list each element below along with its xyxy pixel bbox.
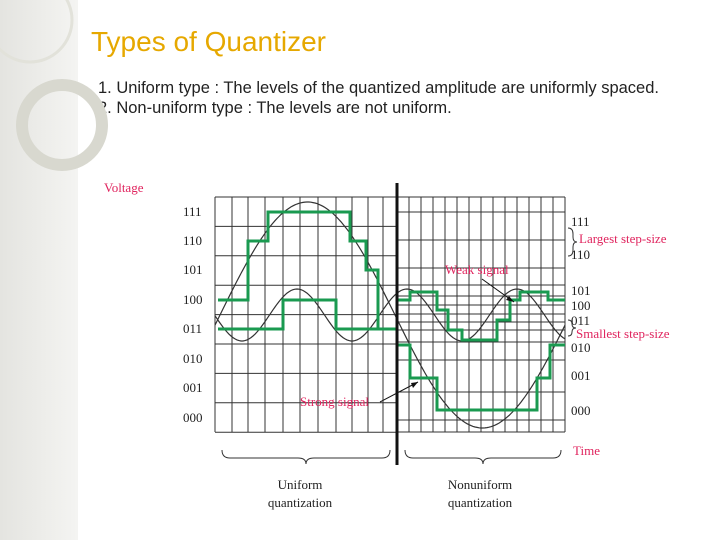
level-code: 011 xyxy=(571,313,590,328)
annotation: Strong signal xyxy=(300,394,369,409)
uniform-weak-staircase xyxy=(218,298,397,331)
brace xyxy=(404,449,562,465)
decor-circle xyxy=(0,0,74,64)
uniform-strong-staircase xyxy=(218,210,397,331)
slide-title: Types of Quantizer xyxy=(91,26,327,57)
caption: Uniform xyxy=(278,477,323,492)
arrowhead xyxy=(411,382,418,388)
slide-body: 1. Uniform type : The levels of the quan… xyxy=(98,78,698,118)
level-code: 100 xyxy=(571,298,591,313)
caption: quantization xyxy=(268,495,333,510)
level-code: 001 xyxy=(183,380,203,395)
level-code: 111 xyxy=(571,214,590,229)
strong-signal xyxy=(214,201,566,429)
level-code: 101 xyxy=(183,262,203,277)
arrowhead xyxy=(506,296,514,302)
caption: Nonuniform xyxy=(448,477,512,492)
level-code: 011 xyxy=(183,321,202,336)
waves xyxy=(214,201,566,429)
level-code: 010 xyxy=(183,351,203,366)
brace xyxy=(567,319,577,337)
level-code: 000 xyxy=(183,410,203,425)
level-code: 000 xyxy=(571,403,591,418)
annotation: Largest step-size xyxy=(579,231,667,246)
decor-circle xyxy=(16,79,108,171)
y-axis-label: Voltage xyxy=(104,180,144,195)
brace xyxy=(221,449,391,465)
nonuniform-weak-staircase xyxy=(397,290,565,342)
level-code: 100 xyxy=(183,292,203,307)
bullet: 2. Non-uniform type : The levels are not… xyxy=(98,99,452,117)
level-code: 001 xyxy=(571,368,591,383)
arrow xyxy=(379,381,419,403)
caption: quantization xyxy=(448,495,513,510)
annotation: Time xyxy=(573,443,600,458)
level-code: 110 xyxy=(183,233,202,248)
annotation: Weak signal xyxy=(445,262,509,277)
level-code: 110 xyxy=(571,247,590,262)
level-code: 010 xyxy=(571,340,591,355)
bullet: 1. Uniform type : The levels of the quan… xyxy=(98,79,659,97)
annotation: Smallest step-size xyxy=(576,326,670,341)
brace xyxy=(567,227,578,257)
nonuniform-strong-staircase xyxy=(395,300,565,412)
weak-signal xyxy=(214,288,566,342)
level-code: 111 xyxy=(183,204,202,219)
level-code: 101 xyxy=(571,283,591,298)
